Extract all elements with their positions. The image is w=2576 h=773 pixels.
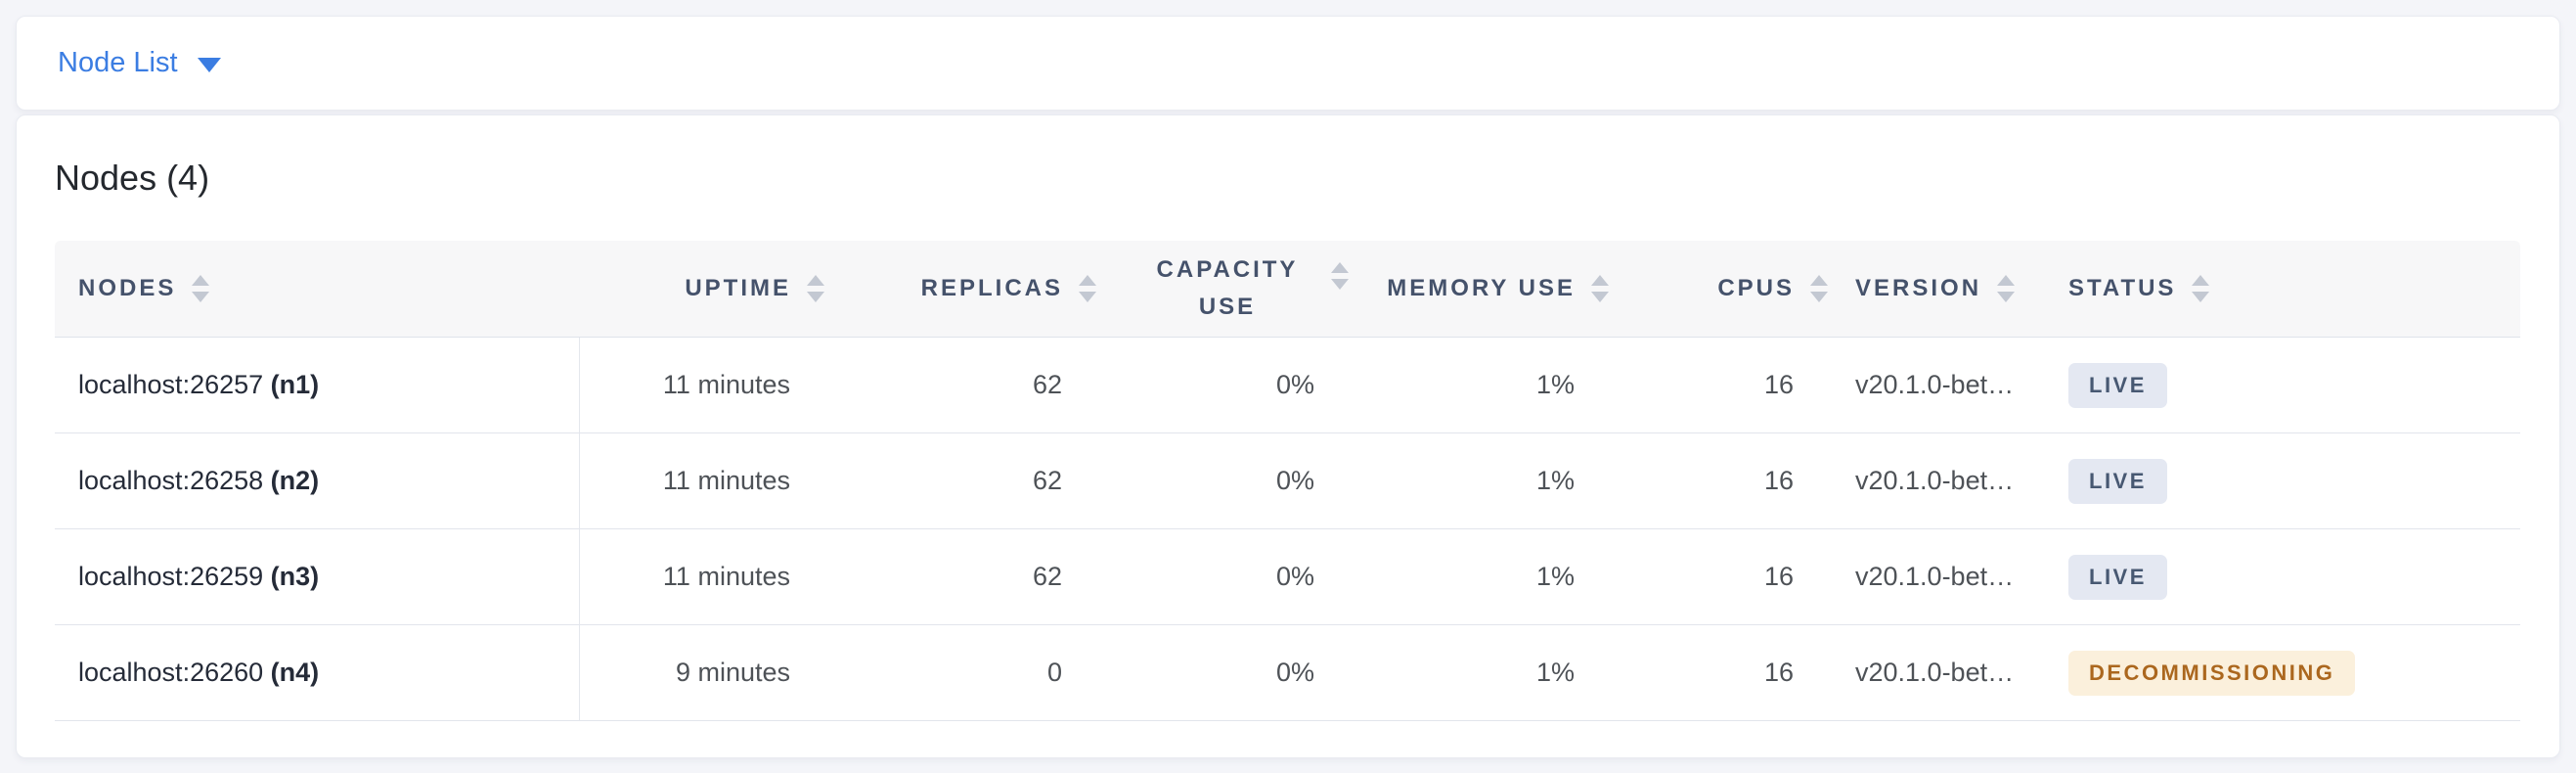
column-header-status[interactable]: STATUS [2045, 241, 2520, 338]
caret-down-icon [197, 58, 221, 72]
column-header-label: CAPACITY USE [1156, 256, 1299, 320]
view-selector-bar: Node List [16, 16, 2560, 111]
cpus-cell: 16 [1617, 529, 1836, 625]
version-cell: v20.1.0-bet… [1836, 433, 2045, 529]
replicas-cell: 62 [832, 433, 1104, 529]
node-id: (n3) [270, 562, 320, 591]
cpus-cell: 16 [1617, 338, 1836, 433]
status-cell: LIVE [2045, 338, 2520, 433]
status-badge: DECOMMISSIONING [2068, 650, 2356, 696]
sort-icon[interactable] [192, 275, 210, 302]
column-header-label: MEMORY USE [1387, 275, 1576, 301]
node-cell: localhost:26259 (n3) [55, 529, 580, 625]
column-header-cpus[interactable]: CPUS [1617, 241, 1836, 338]
sort-icon[interactable] [1331, 262, 1349, 290]
table-row[interactable]: localhost:26258 (n2) 11 minutes 62 0% 1%… [55, 433, 2520, 529]
column-header-uptime[interactable]: UPTIME [580, 241, 832, 338]
cpus-cell: 16 [1617, 625, 1836, 721]
node-cell: localhost:26258 (n2) [55, 433, 580, 529]
memory-use-cell: 1% [1356, 529, 1617, 625]
status-badge: LIVE [2068, 362, 2167, 408]
sort-down-icon [1079, 292, 1096, 302]
uptime-cell: 11 minutes [580, 433, 832, 529]
sort-icon[interactable] [1997, 275, 2016, 302]
sort-icon[interactable] [807, 275, 824, 302]
capacity-use-cell: 0% [1104, 338, 1356, 433]
column-header-label: UPTIME [685, 275, 791, 301]
memory-use-cell: 1% [1356, 433, 1617, 529]
memory-use-cell: 1% [1356, 625, 1617, 721]
column-header-version[interactable]: VERSION [1836, 241, 2045, 338]
capacity-use-cell: 0% [1104, 625, 1356, 721]
sort-up-icon [807, 275, 824, 286]
sort-icon[interactable] [2192, 275, 2210, 302]
table-body: localhost:26257 (n1) 11 minutes 62 0% 1%… [55, 338, 2520, 721]
replicas-cell: 62 [832, 529, 1104, 625]
sort-up-icon [1997, 275, 2016, 286]
table-header-row: NODES UPTIME REPLICAS CAPACITY USE [55, 241, 2520, 338]
node-address[interactable]: localhost:26257 [78, 370, 264, 399]
node-id: (n4) [270, 658, 320, 687]
version-cell: v20.1.0-bet… [1836, 625, 2045, 721]
sort-down-icon [807, 292, 824, 302]
sort-up-icon [2192, 275, 2210, 286]
replicas-cell: 0 [832, 625, 1104, 721]
sort-down-icon [2192, 292, 2210, 302]
node-address[interactable]: localhost:26259 [78, 562, 264, 591]
uptime-cell: 9 minutes [580, 625, 832, 721]
column-header-label: REPLICAS [920, 275, 1063, 301]
memory-use-cell: 1% [1356, 338, 1617, 433]
table-row[interactable]: localhost:26259 (n3) 11 minutes 62 0% 1%… [55, 529, 2520, 625]
sort-up-icon [1591, 275, 1609, 286]
sort-down-icon [1591, 292, 1609, 302]
sort-down-icon [1810, 292, 1828, 302]
sort-up-icon [1810, 275, 1828, 286]
column-header-label: CPUS [1717, 275, 1795, 301]
uptime-cell: 11 minutes [580, 529, 832, 625]
column-header-memory_use[interactable]: MEMORY USE [1356, 241, 1617, 338]
version-cell: v20.1.0-bet… [1836, 338, 2045, 433]
status-cell: LIVE [2045, 433, 2520, 529]
sort-down-icon [1331, 279, 1349, 290]
sort-icon[interactable] [1810, 275, 1828, 302]
status-cell: LIVE [2045, 529, 2520, 625]
view-selector-dropdown[interactable]: Node List [17, 17, 221, 110]
version-cell: v20.1.0-bet… [1836, 529, 2045, 625]
sort-up-icon [1079, 275, 1096, 286]
nodes-panel: Nodes (4) NODES UPTIME REPLICAS [16, 114, 2560, 758]
column-header-label: NODES [78, 275, 177, 301]
cpus-cell: 16 [1617, 433, 1836, 529]
sort-down-icon [1997, 292, 2016, 302]
panel-title: Nodes (4) [55, 158, 210, 198]
sort-down-icon [192, 292, 210, 302]
column-header-label: STATUS [2068, 275, 2177, 301]
replicas-cell: 62 [832, 338, 1104, 433]
table-row[interactable]: localhost:26260 (n4) 9 minutes 0 0% 1% 1… [55, 625, 2520, 721]
sort-icon[interactable] [1591, 275, 1609, 302]
nodes-table: NODES UPTIME REPLICAS CAPACITY USE [55, 241, 2520, 721]
sort-up-icon [1331, 262, 1349, 273]
node-id: (n1) [270, 370, 320, 399]
status-badge: LIVE [2068, 554, 2167, 600]
column-header-label: VERSION [1855, 275, 1982, 301]
view-selector-label: Node List [58, 47, 178, 78]
status-badge: LIVE [2068, 458, 2167, 504]
node-address[interactable]: localhost:26260 [78, 658, 264, 687]
capacity-use-cell: 0% [1104, 433, 1356, 529]
capacity-use-cell: 0% [1104, 529, 1356, 625]
sort-icon[interactable] [1079, 275, 1096, 302]
column-header-nodes[interactable]: NODES [55, 241, 580, 338]
node-cell: localhost:26260 (n4) [55, 625, 580, 721]
status-cell: DECOMMISSIONING [2045, 625, 2520, 721]
node-id: (n2) [270, 466, 320, 495]
uptime-cell: 11 minutes [580, 338, 832, 433]
table-row[interactable]: localhost:26257 (n1) 11 minutes 62 0% 1%… [55, 338, 2520, 433]
column-header-replicas[interactable]: REPLICAS [832, 241, 1104, 338]
column-header-capacity_use[interactable]: CAPACITY USE [1104, 241, 1356, 338]
node-cell: localhost:26257 (n1) [55, 338, 580, 433]
node-address[interactable]: localhost:26258 [78, 466, 264, 495]
sort-up-icon [192, 275, 210, 286]
